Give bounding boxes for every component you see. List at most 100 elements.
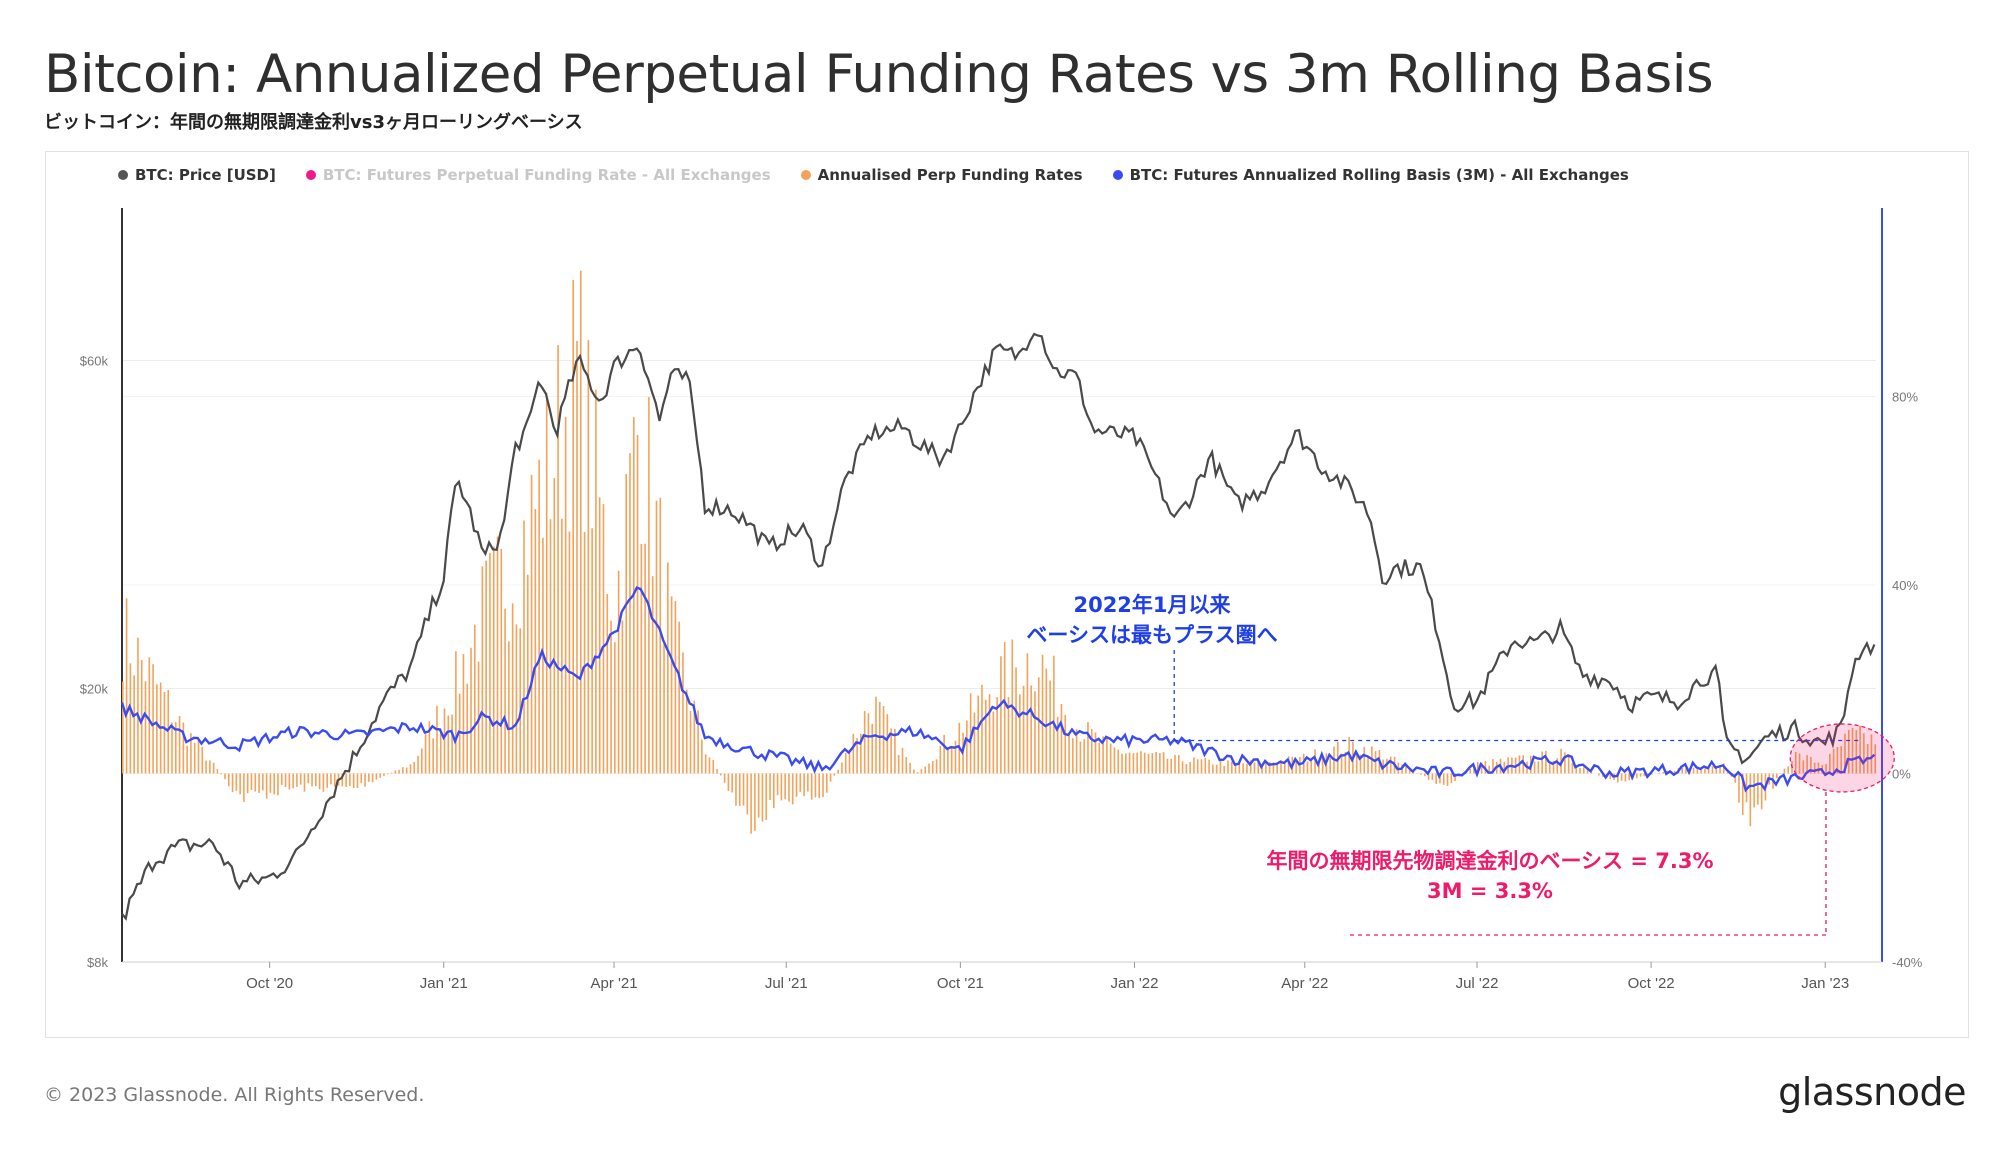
funding-bar xyxy=(636,434,639,774)
funding-bar xyxy=(1367,758,1369,774)
funding-bar xyxy=(481,566,484,774)
funding-bar xyxy=(318,773,321,790)
legend-item-rolling-basis[interactable]: BTC: Futures Annualized Rolling Basis (3… xyxy=(1112,166,1629,184)
funding-bar xyxy=(860,733,862,774)
funding-bar xyxy=(1439,773,1441,784)
funding-bar xyxy=(977,695,979,774)
funding-bar xyxy=(1128,752,1131,774)
funding-bar xyxy=(1030,685,1032,774)
funding-bar xyxy=(496,536,499,774)
funding-bar xyxy=(239,773,241,795)
funding-bar xyxy=(1420,773,1422,775)
funding-bar xyxy=(402,767,404,774)
funding-bar xyxy=(947,747,949,774)
funding-bar xyxy=(1533,761,1536,774)
legend-item-annualised-funding[interactable]: Annualised Perp Funding Rates xyxy=(800,166,1083,184)
funding-bar xyxy=(829,773,832,782)
funding-bar xyxy=(534,509,537,774)
funding-bar xyxy=(1265,760,1267,774)
funding-bar xyxy=(1170,758,1173,774)
funding-bar xyxy=(485,560,487,774)
funding-bar xyxy=(765,773,768,820)
funding-bar xyxy=(447,715,450,774)
funding-bar xyxy=(368,773,370,782)
annotation-current-basis: 年間の無期限先物調達金利のベーシス = 7.3% 3M = 3.3% xyxy=(1230,846,1750,906)
funding-bar xyxy=(1545,750,1547,774)
funding-bar xyxy=(549,519,552,774)
funding-bar xyxy=(349,773,351,786)
funding-bar xyxy=(489,552,491,774)
funding-bar xyxy=(280,773,283,786)
funding-bar xyxy=(137,637,139,774)
funding-bar xyxy=(871,723,874,774)
funding-bar xyxy=(1582,767,1585,774)
funding-bar xyxy=(920,769,923,774)
funding-bar xyxy=(769,773,771,801)
funding-bar xyxy=(299,773,302,785)
funding-bar xyxy=(148,657,151,774)
funding-bar xyxy=(360,773,363,784)
funding-bar xyxy=(1651,773,1653,775)
legend-item-price[interactable]: BTC: Price [USD] xyxy=(118,166,276,184)
funding-bar xyxy=(950,745,953,774)
funding-bar xyxy=(984,699,987,774)
funding-bar xyxy=(788,773,790,802)
funding-bar xyxy=(341,773,344,787)
funding-bar xyxy=(1541,751,1543,774)
funding-bar xyxy=(897,755,900,774)
funding-bar xyxy=(284,773,287,787)
funding-bar xyxy=(648,397,650,774)
funding-bar xyxy=(1492,759,1494,774)
funding-bar xyxy=(1776,773,1778,779)
funding-bar xyxy=(1609,773,1612,780)
funding-bar xyxy=(1787,766,1789,774)
funding-bar xyxy=(1408,768,1411,774)
funding-bar xyxy=(773,773,775,809)
funding-bar xyxy=(1711,766,1714,774)
funding-bar xyxy=(1310,758,1313,774)
funding-bar xyxy=(1159,753,1161,774)
x-tick-label: Apr '22 xyxy=(1281,975,1328,992)
funding-bar xyxy=(1174,754,1176,774)
funding-bar xyxy=(1079,741,1082,774)
funding-bar xyxy=(178,716,181,774)
funding-bar xyxy=(1196,759,1199,774)
legend-dot-annualised-funding xyxy=(800,170,811,180)
funding-bar xyxy=(307,773,310,784)
funding-bar xyxy=(1681,767,1683,774)
funding-bar xyxy=(1870,734,1873,774)
funding-bar xyxy=(182,722,185,774)
funding-bar xyxy=(659,497,662,774)
funding-bar xyxy=(731,773,733,793)
funding-bar xyxy=(1242,763,1244,774)
funding-bar xyxy=(1068,733,1070,774)
funding-bar xyxy=(1083,739,1085,774)
funding-bar xyxy=(693,700,696,774)
funding-bar xyxy=(205,760,207,774)
legend-item-perp-funding[interactable]: BTC: Futures Perpetual Funding Rate - Al… xyxy=(305,166,771,184)
funding-bar xyxy=(1034,691,1036,774)
page-subtitle: ビットコイン：年間の無期限調達金利vs3ヶ月ローリングベーシス xyxy=(44,112,583,133)
funding-bars xyxy=(122,270,1877,834)
funding-bar xyxy=(1094,732,1097,774)
funding-bar xyxy=(867,713,870,774)
funding-bar xyxy=(258,773,260,793)
funding-bar xyxy=(356,773,359,788)
funding-bar xyxy=(1185,764,1188,774)
annotation-blue-line2: ベーシスは最もプラス圏へ xyxy=(1026,623,1278,647)
funding-bar xyxy=(1178,755,1180,774)
funding-bar xyxy=(776,773,779,796)
funding-bar xyxy=(981,684,983,774)
funding-bar xyxy=(409,764,412,774)
funding-bar xyxy=(894,728,896,774)
funding-bar xyxy=(443,708,446,774)
funding-bar xyxy=(1836,746,1839,774)
funding-bar xyxy=(617,570,620,774)
funding-bar xyxy=(451,714,453,774)
legend-dot-rolling-basis xyxy=(1112,170,1123,180)
funding-bar xyxy=(1056,716,1059,774)
funding-bar xyxy=(780,773,783,801)
funding-bar xyxy=(708,757,711,774)
glassnode-logo: glassnode xyxy=(1778,1070,1966,1114)
funding-bar xyxy=(595,389,597,774)
